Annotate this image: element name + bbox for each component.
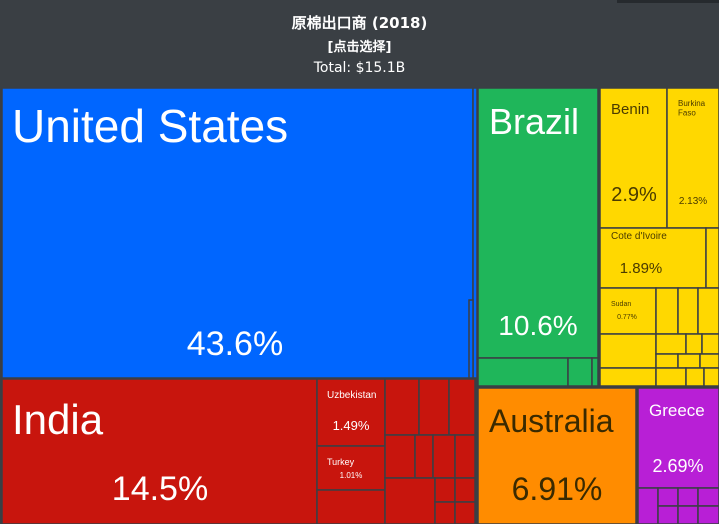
tile-brazil-name: Brazil: [489, 101, 579, 142]
tile-india-name: India: [12, 396, 104, 443]
tile-uzbekistan-name: Uzbekistan: [327, 390, 376, 401]
minor-tile-7[interactable]: [418, 378, 450, 436]
tile-india[interactable]: [1, 378, 318, 524]
tile-cote-d-ivoire-value: 1.89%: [620, 260, 663, 277]
minor-tile-6[interactable]: [384, 378, 420, 436]
minor-tile-18[interactable]: [454, 501, 476, 524]
minor-tile-31[interactable]: [655, 367, 687, 387]
minor-tile-9[interactable]: [384, 434, 416, 479]
tile-burkina-faso-name: Burkina Faso: [678, 99, 706, 118]
tile-australia[interactable]: [477, 387, 637, 524]
minor-tile-40[interactable]: [697, 505, 719, 524]
tile-sudan-value: 0.77%: [617, 314, 637, 321]
minor-tile-15[interactable]: [434, 477, 456, 503]
chart-total: Total: $15.1B: [313, 60, 406, 76]
tile-brazil[interactable]: [477, 87, 599, 359]
chart-subtitle[interactable]: [点击选择]: [327, 40, 392, 55]
tile-uzbekistan-value: 1.49%: [333, 418, 370, 433]
tile-brazil-value: 10.6%: [498, 310, 577, 341]
minor-tile-22[interactable]: [697, 287, 719, 335]
minor-tile-14[interactable]: [384, 477, 436, 524]
minor-tile-11[interactable]: [432, 434, 456, 479]
minor-tile-32[interactable]: [685, 367, 705, 387]
tile-turkey-value: 1.01%: [340, 471, 363, 480]
minor-tile-27[interactable]: [655, 353, 679, 369]
tile-australia-name: Australia: [489, 403, 614, 439]
minor-tile-37[interactable]: [697, 487, 719, 507]
tile-cote-d-ivoire-name: Cote d'Ivoire: [611, 231, 667, 242]
minor-tile-1[interactable]: [472, 87, 478, 379]
tile-turkey[interactable]: [316, 445, 386, 491]
minor-tile-30[interactable]: [599, 367, 657, 387]
minor-tile-24[interactable]: [655, 333, 687, 355]
minor-tile-8[interactable]: [448, 378, 476, 436]
minor-tile-12[interactable]: [454, 434, 476, 479]
tile-burkina-faso-value: 2.13%: [679, 196, 707, 207]
minor-tile-5[interactable]: [591, 357, 599, 387]
chart-header: 原棉出口商 (2018) [点击选择] Total: $15.1B: [0, 0, 719, 86]
tile-greece-name: Greece: [649, 401, 705, 420]
minor-tile-19[interactable]: [705, 227, 719, 289]
tile-greece-value: 2.69%: [652, 456, 703, 476]
minor-tile-28[interactable]: [677, 353, 701, 369]
minor-tile-38[interactable]: [657, 505, 679, 524]
minor-tile-16[interactable]: [454, 477, 476, 503]
corner-tab[interactable]: [617, 0, 719, 3]
minor-tile-13[interactable]: [316, 489, 386, 524]
minor-tile-36[interactable]: [677, 487, 699, 507]
minor-tile-21[interactable]: [677, 287, 699, 335]
tile-greece[interactable]: [637, 387, 719, 489]
minor-tile-2[interactable]: [468, 299, 474, 379]
minor-tile-25[interactable]: [685, 333, 703, 355]
tile-india-value: 14.5%: [112, 470, 208, 508]
minor-tile-20[interactable]: [655, 287, 679, 335]
tile-australia-value: 6.91%: [512, 471, 603, 507]
tile-turkey-name: Turkey: [327, 457, 355, 467]
tile-sudan-name: Sudan: [611, 301, 631, 308]
tile-sudan[interactable]: [599, 287, 657, 335]
minor-tile-4[interactable]: [567, 357, 593, 387]
minor-tile-26[interactable]: [701, 333, 719, 355]
tile-united-states-value: 43.6%: [187, 325, 283, 363]
minor-tile-39[interactable]: [677, 505, 699, 524]
minor-tile-35[interactable]: [657, 487, 679, 507]
tile-united-states[interactable]: [1, 87, 474, 379]
tile-united-states-name: United States: [12, 100, 288, 152]
minor-tile-29[interactable]: [699, 353, 719, 369]
minor-tile-10[interactable]: [414, 434, 434, 479]
tile-benin-value: 2.9%: [611, 184, 657, 206]
minor-tile-23[interactable]: [599, 333, 657, 369]
minor-tile-17[interactable]: [434, 501, 456, 524]
minor-tile-34[interactable]: [637, 487, 659, 524]
chart-title: 原棉出口商 (2018): [291, 14, 428, 32]
minor-tile-33[interactable]: [703, 367, 719, 387]
tile-benin-name: Benin: [611, 101, 649, 118]
minor-tile-3[interactable]: [477, 357, 569, 387]
